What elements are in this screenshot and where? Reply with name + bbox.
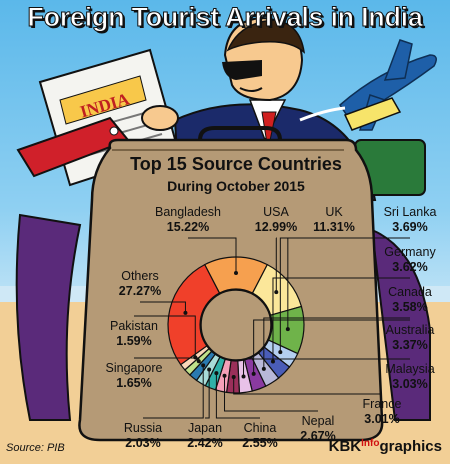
value-china: 2.55% <box>242 436 277 450</box>
label-australia: Australia <box>386 323 435 337</box>
yellow-tag-icon <box>343 97 402 131</box>
leader-canada <box>263 317 410 369</box>
label-singapore: Singapore <box>106 361 163 375</box>
value-bangladesh: 15.22% <box>167 220 209 234</box>
leader-germany <box>272 277 410 362</box>
leader-china <box>215 373 260 419</box>
hair <box>226 19 306 54</box>
value-japan: 2.42% <box>187 436 222 450</box>
leader-dot-pakistan <box>193 355 198 360</box>
sunglasses-icon <box>222 60 262 80</box>
leader-lines <box>134 237 410 419</box>
label-japan: Japan <box>188 421 222 435</box>
leader-dot-uk <box>285 327 290 332</box>
value-singapore: 1.65% <box>116 376 151 390</box>
leader-nepal <box>224 375 318 412</box>
leader-dot-china <box>214 371 219 376</box>
value-russia: 2.03% <box>125 436 160 450</box>
value-canada: 3.58% <box>392 300 427 314</box>
leader-dot-australia <box>251 371 256 376</box>
label-canada: Canada <box>388 285 432 299</box>
value-malaysia: 3.03% <box>392 377 427 391</box>
credit-part1: KBK <box>328 438 362 455</box>
label-malaysia: Malaysia <box>385 362 434 376</box>
leader-france <box>233 376 382 395</box>
value-australia: 3.37% <box>392 338 427 352</box>
leader-sri-lanka <box>279 237 410 353</box>
value-sri-lanka: 3.69% <box>392 220 427 234</box>
label-france: France <box>363 397 402 411</box>
label-uk: UK <box>325 205 343 219</box>
source-note: Source: PIB <box>6 442 65 454</box>
label-germany: Germany <box>384 245 436 259</box>
leader-dot-malaysia <box>241 374 246 379</box>
leader-dot-nepal <box>222 373 227 378</box>
leader-dot-canada <box>261 366 266 371</box>
label-russia: Russia <box>124 421 162 435</box>
leader-russia <box>143 365 204 419</box>
value-germany: 3.62% <box>392 260 427 274</box>
credit-part2: Info <box>361 438 380 449</box>
leader-dot-russia <box>201 363 206 368</box>
credit-logo: KBKInfographics <box>329 438 442 455</box>
label-sri-lanka: Sri Lanka <box>384 205 437 219</box>
leader-australia <box>253 319 410 374</box>
chair-left <box>15 213 82 421</box>
leader-others <box>140 301 186 313</box>
value-usa: 12.99% <box>255 220 297 234</box>
credit-part3: graphics <box>379 438 442 455</box>
label-pakistan: Pakistan <box>110 319 158 333</box>
headline: Foreign Tourist Arrivals in India <box>27 2 423 33</box>
hand <box>141 105 179 131</box>
leader-dot-bangladesh <box>234 271 238 275</box>
label-usa: USA <box>263 205 289 219</box>
leader-dot-usa <box>274 290 279 295</box>
slice-others <box>167 263 221 366</box>
chart-subtitle: During October 2015 <box>167 178 305 194</box>
pie-slices <box>167 256 305 394</box>
value-pakistan: 1.59% <box>116 334 151 348</box>
value-uk: 11.31% <box>313 220 355 234</box>
label-others: Others <box>121 269 159 283</box>
label-bangladesh: Bangladesh <box>155 205 221 219</box>
leader-pakistan <box>134 315 196 358</box>
leader-dot-others <box>183 310 188 315</box>
leader-dot-france <box>231 374 236 379</box>
donut-hole <box>200 289 272 361</box>
value-others: 27.27% <box>119 284 161 298</box>
label-nepal: Nepal <box>302 414 335 428</box>
leader-malaysia <box>243 358 410 377</box>
suitcase-handle <box>198 126 282 141</box>
leader-dot-germany <box>270 359 275 364</box>
leader-japan <box>205 369 210 419</box>
smile <box>239 87 263 92</box>
value-nepal: 2.67% <box>300 429 335 443</box>
value-france: 3.01% <box>364 412 399 426</box>
leader-bangladesh <box>188 237 237 273</box>
leader-dot-sri-lanka <box>278 350 283 355</box>
leader-dot-singapore <box>196 359 201 364</box>
leader-dot-japan <box>207 367 212 372</box>
label-china: China <box>244 421 277 435</box>
chart-title: Top 15 Source Countries <box>130 154 342 174</box>
